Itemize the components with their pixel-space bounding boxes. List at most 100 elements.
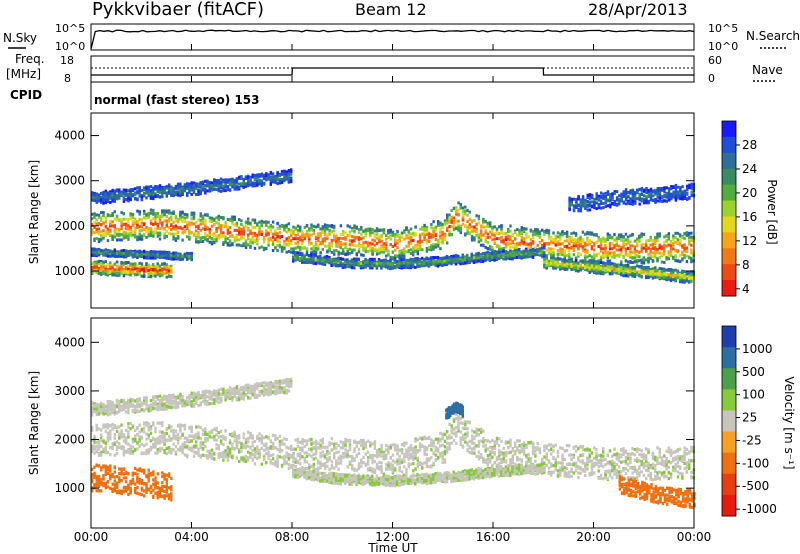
power-cell-band0 [482,225,485,229]
power-cell-band0 [351,243,354,247]
power-cell-band0 [290,239,293,243]
power-cell-band3 [316,258,320,262]
power-cell-band0 [276,235,279,239]
power-cell-band3 [522,255,525,259]
power-cell-band0 [373,243,377,247]
power-cell-band4 [176,182,180,186]
power-cell-band0 [136,238,139,242]
power-cell-band0 [554,240,557,244]
power-cell-band1 [154,265,157,269]
power-cell-band3 [445,255,449,259]
power-cell-band4 [190,183,193,187]
power-cell-band4 [217,188,220,192]
power-cell-band0 [604,237,607,241]
power-cell-band1 [134,265,137,269]
power-cell-band0 [593,233,596,237]
power-cell-band4 [104,195,107,199]
power-cell-band0 [584,256,587,260]
power-cell-band4 [91,196,94,199]
power-cell-band4 [197,190,200,194]
power-cell-band0 [391,250,395,254]
power-cell-band5 [588,197,592,200]
power-cell-band0 [683,247,686,251]
power-cell-band0 [597,259,600,263]
power-cell-band0 [369,234,372,238]
power-cell-band0 [660,260,664,264]
power-cell-band0 [181,231,184,234]
power-cell-band0 [629,253,632,257]
power-cell-band0 [405,233,408,237]
power-cell-band0 [649,250,652,254]
power-cell-band4 [111,193,114,197]
power-cell-band0 [656,235,659,239]
power-cell-band4 [210,188,214,192]
power-cell-band3 [330,258,333,262]
power-cell-band0 [256,233,259,237]
power-cell-band2 [183,252,187,256]
power-cell-band4 [265,174,268,178]
power-cell-band0 [423,224,426,228]
power-cell-band2 [149,250,153,253]
power-cell-band0 [106,239,110,243]
power-cell-band0 [685,250,689,254]
power-cell-band0 [656,258,659,262]
power-cell-band0 [690,251,693,255]
power-cell-band3 [380,259,383,263]
power-cell-band0 [387,231,390,235]
power-cell-band4 [176,193,180,197]
power-cell-band0 [667,235,670,239]
power-cell-band4 [222,189,225,193]
power-cell-band4 [97,193,101,197]
power-cell-band0 [412,232,415,236]
power-cell-band3 [484,252,487,256]
power-cell-band3 [384,264,388,268]
power-cell-band0 [441,239,444,243]
power-cell-band0 [651,251,655,255]
power-cell-band0 [375,249,379,253]
power-cell-band0 [500,231,503,235]
power-cell-band3 [307,254,311,258]
power-cell-band0 [333,238,336,242]
power-cell-band0 [685,254,689,258]
power-cell-band0 [547,229,551,233]
power-cell-band0 [337,241,340,245]
power-cell-band0 [520,228,523,232]
nsky-tick-high: 10^5 [55,22,85,35]
power-cell-band4 [140,195,144,199]
power-cell-band0 [688,236,691,239]
power-cell-band1 [115,260,119,264]
power-cell-band0 [516,228,519,231]
power-cell-band4 [256,173,259,177]
power-cell-band0 [416,252,419,256]
power-cell-band1 [136,269,139,273]
power-cell-band0 [527,235,530,239]
power-cell-band4 [124,194,128,197]
power-cell-band1 [131,266,135,269]
power-cell-band3 [382,259,385,263]
power-cell-band0 [147,227,150,231]
power-cell-band0 [620,250,623,254]
power-cell-band0 [317,247,320,251]
power-cell-band0 [294,237,297,241]
power-cell-band0 [479,243,483,247]
power-cell-band3 [323,261,327,265]
power-cell-band0 [278,227,282,231]
power-cell-band0 [489,224,492,228]
power-cell-band3 [325,255,329,258]
power-cell-band0 [124,217,128,221]
power-cell-band0 [106,230,110,234]
power-cell-band3 [420,261,424,265]
power-cell-band0 [360,253,363,257]
power-cell-band0 [624,249,628,253]
power-cell-band0 [430,226,433,230]
power-cell-band0 [319,227,322,231]
power-cell-band4 [106,193,110,197]
power-cell-band0 [475,214,478,218]
power-cell-band0 [446,219,449,223]
power-cell-band1 [131,262,135,266]
power-cell-band0 [470,238,474,242]
power-cell-band3 [303,257,306,261]
power-cell-band0 [552,256,555,260]
power-cell-band3 [538,247,541,251]
power-cell-band1 [134,272,137,276]
